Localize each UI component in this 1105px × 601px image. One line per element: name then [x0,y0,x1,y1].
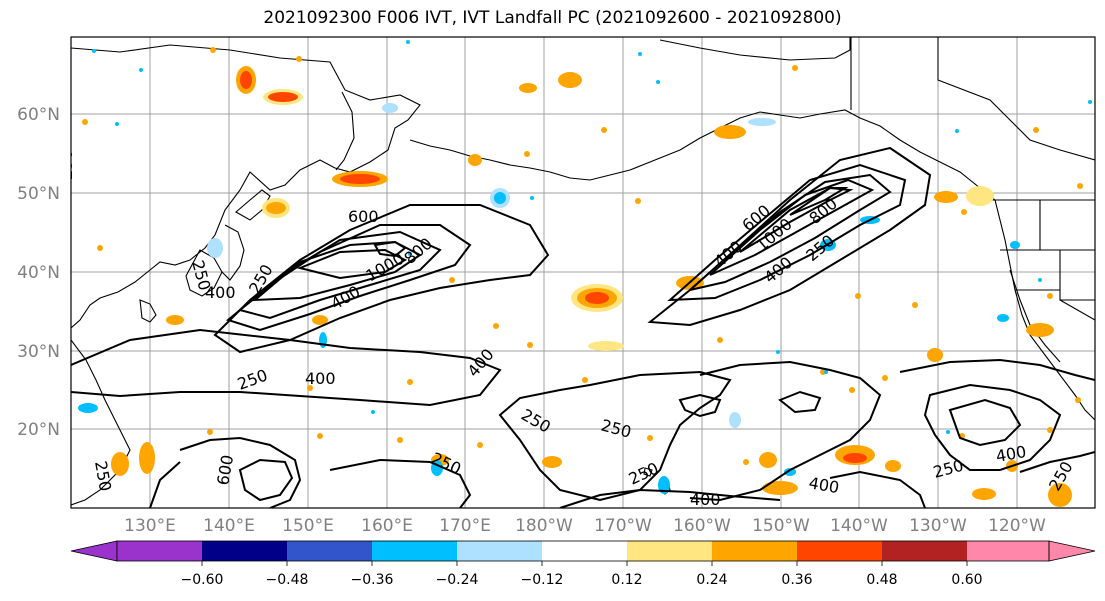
contour-label: 400 [690,490,721,509]
colorbar-segment [202,541,287,561]
colorbar-segment [117,541,202,561]
colorbar-segment [542,541,627,561]
colorbar-segment [287,541,372,561]
lon-tick: 140°E [203,516,255,536]
lon-axis: 130°E 140°E 150°E 160°E 170°E 180°W 170°… [124,516,1046,536]
lon-tick: 170°W [594,516,652,536]
colorbar-tick: −0.12 [521,572,564,588]
lat-tick: 50°N [17,184,60,204]
ivt-contours [71,146,1095,508]
lon-tick: 130°E [124,516,176,536]
contour-label: 250 [57,149,76,180]
lon-tick: 170°E [439,516,491,536]
lat-tick: 20°N [17,420,60,440]
colorbar-tick: 0.48 [866,572,897,588]
map-title: 2021092300 F006 IVT, IVT Landfall PC (20… [263,8,842,28]
contour-label: 400 [305,369,336,388]
map-frame [70,36,1096,509]
lon-tick: 180°W [515,516,573,536]
colorbar-tick: 0.12 [611,572,642,588]
colorbar-tick: 0.36 [781,572,812,588]
colorbar-segment [627,541,712,561]
contour-label: 600 [348,207,379,226]
gridlines [71,37,1095,508]
colorbar-tick: −0.60 [181,572,224,588]
colorbar: −0.60 −0.48 −0.36 −0.24 −0.12 0.12 0.24 … [70,540,1096,588]
colorbar-segment [457,541,542,561]
colorbar-tick: −0.48 [266,572,309,588]
colorbar-tick: 0.60 [951,572,982,588]
lat-tick: 40°N [17,263,60,283]
colorbar-extend-high [1048,540,1096,562]
lon-tick: 140°W [830,516,888,536]
lon-tick: 160°W [673,516,731,536]
colorbar-segment [967,541,1049,561]
colorbar-segment [712,541,797,561]
colorbar-segment [372,541,457,561]
lon-tick: 150°E [282,516,334,536]
colorbar-segment [797,541,882,561]
lon-tick: 160°E [361,516,413,536]
colorbar-frame [116,540,1050,562]
lon-tick: 150°W [752,516,810,536]
colorbar-tick: −0.36 [351,572,394,588]
lat-tick: 60°N [17,105,60,125]
coastlines [71,37,1095,506]
lon-tick: 120°W [988,516,1046,536]
lon-tick: 130°W [909,516,967,536]
colorbar-segment [882,541,967,561]
contour-label: 400 [205,283,236,302]
pc-shading [78,40,1092,507]
colorbar-tick: −0.24 [436,572,479,588]
lat-tick: 30°N [17,342,60,362]
lat-axis: 60°N 50°N 40°N 30°N 20°N [17,105,60,440]
colorbar-tick: 0.24 [696,572,727,588]
colorbar-extend-low [70,540,118,562]
